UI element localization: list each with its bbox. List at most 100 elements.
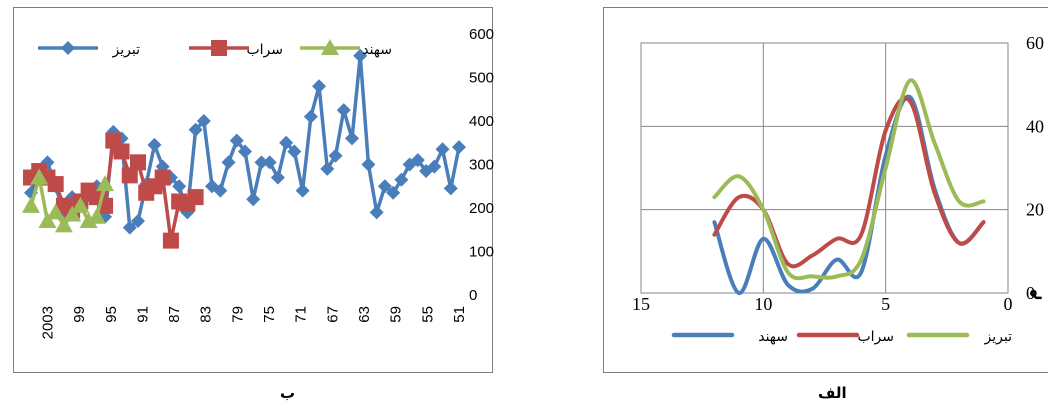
data-point — [188, 122, 203, 137]
x-tick-label: 91 — [134, 306, 151, 323]
legend-marker — [321, 39, 339, 55]
data-point — [262, 155, 277, 170]
data-point — [113, 143, 130, 160]
data-point — [54, 216, 73, 233]
data-point — [452, 140, 466, 155]
x-tick-label: 87 — [166, 306, 183, 323]
legend-marker — [211, 40, 227, 56]
chart-right-svg: 15 10 5 0 60 40 20 0م سهند سراب تبریز — [632, 33, 1044, 345]
y-tick-label: 40 — [1026, 116, 1044, 136]
legend-label: تبریز — [112, 42, 141, 58]
y-tick-label: 60 — [1026, 33, 1044, 53]
data-point — [172, 179, 187, 194]
chart-left-panel: 600 500 400 300 200 100 0 2003 99 95 91 87 83 79 75 71 6… — [13, 7, 494, 373]
data-point — [312, 79, 327, 94]
data-point — [320, 161, 335, 176]
x-tick-label: 83 — [198, 306, 215, 323]
x-tick-label: 71 — [293, 306, 310, 323]
data-point — [22, 196, 40, 213]
y-tick-label: 0 — [1026, 283, 1035, 303]
data-point — [353, 48, 368, 63]
data-point — [87, 207, 106, 224]
data-point — [386, 185, 401, 200]
data-point — [187, 189, 204, 206]
data-point — [96, 175, 115, 192]
legend-label: تبریز — [984, 329, 1013, 345]
data-point — [279, 135, 294, 150]
legend-label: سهند — [362, 42, 392, 58]
y-tick-label: 20 — [1026, 200, 1044, 220]
x-tick-label: 5 — [881, 294, 890, 314]
data-point — [196, 114, 211, 128]
data-point — [131, 214, 145, 229]
data-point — [238, 144, 252, 159]
legend-marker — [61, 41, 75, 55]
data-point — [46, 203, 65, 220]
data-point — [47, 176, 64, 193]
data-point — [162, 232, 179, 249]
data-point — [427, 159, 442, 174]
x-tick-label: 63 — [356, 306, 373, 323]
x-tick-label: 67 — [324, 306, 341, 323]
data-point — [63, 205, 82, 222]
data-point — [369, 205, 384, 220]
data-point — [443, 181, 458, 196]
legend-item-0: سهند — [671, 329, 788, 345]
data-point — [254, 155, 269, 170]
data-point — [361, 157, 376, 172]
data-point — [122, 220, 137, 235]
series-line-1 — [712, 96, 986, 269]
data-point — [270, 170, 285, 185]
legend-label: سراب — [857, 329, 894, 345]
x-tick-label: 51 — [451, 306, 468, 323]
legend-item-2: تبریز — [906, 329, 1013, 345]
data-point — [435, 142, 450, 157]
x-tick-label: 15 — [632, 294, 650, 314]
caption-left: ب — [280, 384, 296, 402]
data-point — [130, 154, 146, 171]
legend-label: سراب — [246, 42, 283, 58]
data-point — [287, 144, 302, 159]
series-line-2 — [712, 78, 986, 281]
legend-item-2: سهند — [300, 39, 392, 58]
data-point — [336, 103, 351, 118]
y-tick-label: 600 — [469, 26, 494, 43]
data-point — [154, 169, 171, 186]
data-point — [121, 167, 138, 184]
x-tick-label: 99 — [71, 306, 88, 323]
x-tick-label: 0 — [1004, 294, 1013, 314]
legend-item-1: سراب — [189, 40, 283, 58]
x-tick-label: 2003 — [39, 306, 56, 339]
x-tick-label: 75 — [261, 306, 278, 323]
y-tick-label: 300 — [469, 157, 494, 174]
data-point — [246, 192, 261, 207]
data-point — [394, 172, 409, 187]
x-tick-label: 59 — [388, 306, 405, 323]
data-point — [30, 168, 49, 185]
data-point — [229, 133, 244, 148]
data-point — [377, 179, 392, 194]
x-tick-label: 79 — [229, 306, 246, 323]
y-tick-label: 400 — [469, 113, 494, 130]
caption-right: الف — [818, 384, 847, 402]
series-2 — [22, 168, 115, 233]
plot-area — [640, 42, 1009, 294]
data-point — [147, 137, 162, 152]
data-point — [221, 155, 236, 170]
data-point — [79, 212, 98, 229]
legend-item-1: سراب — [796, 329, 894, 345]
y-tick-label: 500 — [469, 70, 494, 87]
y-tick-label: 100 — [469, 244, 494, 261]
chart-left-svg: 600 500 400 300 200 100 0 2003 99 95 91 87 83 79 75 71 6… — [22, 26, 494, 339]
data-point — [295, 183, 310, 198]
legend-item-0: تبریز — [38, 41, 140, 58]
data-point — [38, 212, 57, 229]
data-point — [345, 131, 359, 146]
y-axis-title: م — [1021, 289, 1042, 300]
y-tick-label: 0 — [469, 287, 477, 304]
data-point — [213, 183, 228, 198]
x-tick-label: 10 — [754, 294, 772, 314]
y-tick-label: 200 — [469, 200, 494, 217]
data-point — [328, 148, 343, 163]
data-point — [303, 109, 318, 124]
